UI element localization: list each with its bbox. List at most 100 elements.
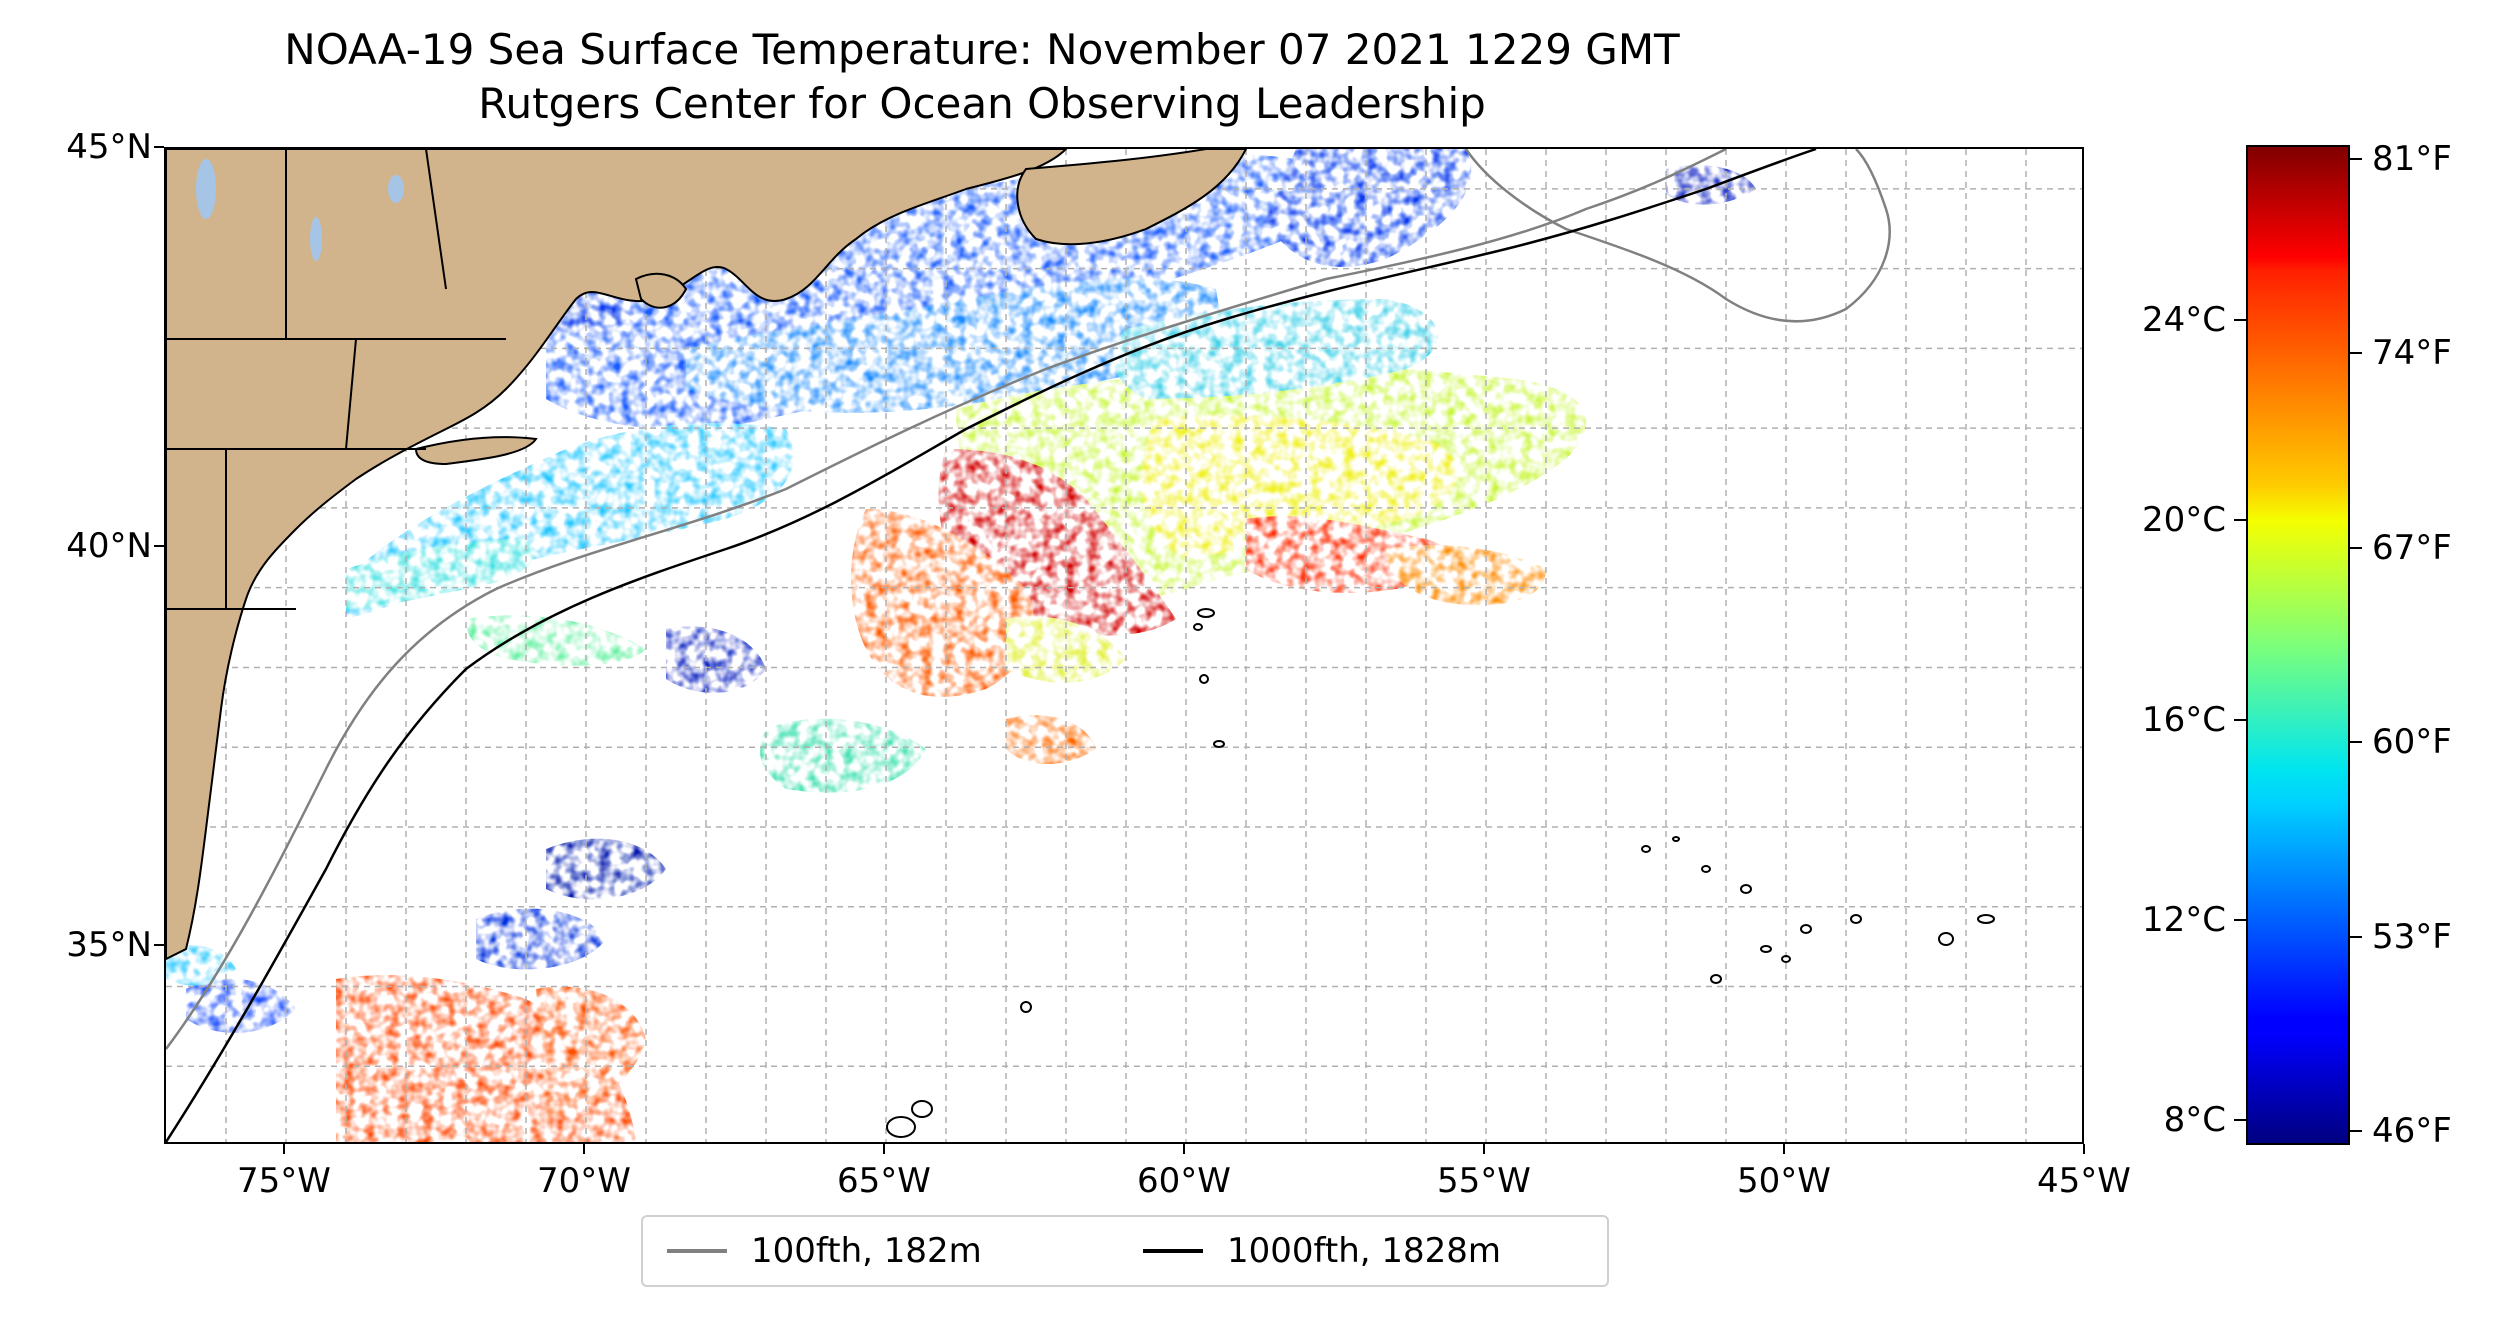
sst-patch-south-blue-1 [666,626,766,693]
colorbar-fahrenheit-label: 53°F [2372,916,2452,957]
seamount-6 [1672,836,1680,842]
colorbar-fahrenheit-tick [2350,352,2362,355]
seamounts [886,608,1995,1138]
map-panel[interactable] [164,147,2084,1144]
colorbar-celsius-label: 20°C [2141,500,2226,540]
sst-patch-sw-cyan [166,945,236,986]
land-layer [166,149,1248,961]
chart-title: NOAA-19 Sea Surface Temperature: Novembe… [284,25,1680,74]
lon-tick-mark [1483,1144,1485,1154]
lake-layer [196,159,404,261]
legend: 100fth, 182m 1000fth, 1828m [641,1215,1609,1287]
border-3 [345,338,357,450]
sst-patch-gulf-stream-orange [851,509,1034,697]
colorbar-fahrenheit-label: 81°F [2372,138,2452,179]
contour-100fth [166,149,1891,1050]
legend-swatch-1000fth [1143,1249,1203,1253]
border-7 [425,149,447,290]
seamount-16 [1020,1001,1032,1013]
colorbar-celsius-label: 24°C [2141,300,2226,340]
legend-label-100fth: 100fth, 182m [751,1231,982,1271]
lon-tick-label: 55°W [1437,1161,1531,1201]
lon-tick-mark [583,1144,585,1154]
legend-swatch-100fth [667,1249,727,1253]
sst-patch-north-green [1112,299,1439,399]
sst-patch-mid-atlantic [466,615,646,666]
colorbar-fahrenheit-label: 46°F [2372,1111,2452,1152]
seamount-3 [1199,674,1209,684]
seamount-17 [886,1116,916,1138]
seamount-12 [1781,955,1791,963]
seamount-2 [1193,623,1203,631]
seamount-1 [1197,608,1215,618]
state-borders [166,149,506,610]
lon-tick-label: 60°W [1137,1161,1231,1201]
land-nova-scotia [1016,149,1248,246]
colorbar-celsius-tick [2234,719,2246,721]
seamount-18 [911,1100,933,1118]
sst-patch-sargasso-2 [536,986,646,1119]
seamount-15 [1710,974,1722,984]
sst-patch-sw-blue [186,978,296,1033]
lake-3 [388,175,404,203]
colorbar-fahrenheit-label: 60°F [2372,722,2452,763]
sst-patch-south-orange-small [1006,715,1096,764]
seamount-10 [1850,914,1862,924]
colorbar-fahrenheit-tick [2350,741,2362,744]
legend-entry-1000fth: 1000fth, 1828m [1143,1217,1501,1285]
lat-tick-mark [154,146,164,148]
lat-tick-label: 35°N [66,924,152,965]
chart-subtitle: Rutgers Center for Ocean Observing Leade… [478,79,1486,128]
land-northeast-us [166,149,1068,961]
lon-tick-mark [1783,1144,1785,1154]
sst-patch-south-blue-2 [546,838,666,900]
lon-tick-label: 65°W [837,1161,931,1201]
contour-1000fth [166,149,1817,1142]
sst-patch-south-mixed [760,718,926,793]
seamount-9 [1800,924,1812,934]
colorbar-celsius-label: 16°C [2141,700,2226,740]
lon-tick-label: 50°W [1737,1161,1831,1201]
lon-tick-mark [1183,1144,1185,1154]
seamount-5 [1641,845,1651,853]
sst-patch-scotian-shelf [1266,149,1472,267]
colorbar [2246,145,2350,1145]
lake-2 [310,217,322,261]
land-long-island [414,436,538,466]
colorbar-celsius-tick [2234,319,2246,321]
colorbar-fahrenheit-tick [2350,1130,2362,1133]
colorbar-celsius-tick [2234,519,2246,521]
sst-patch-nj-shelf [346,539,534,609]
seamount-13 [1938,932,1954,946]
sst-map [166,149,2082,1142]
colorbar-fahrenheit-tick [2350,935,2362,938]
colorbar-celsius-tick [2234,1119,2246,1121]
lat-tick-label: 45°N [66,127,152,167]
legend-label-1000fth: 1000fth, 1828m [1227,1231,1502,1271]
lon-tick-mark [2083,1144,2085,1154]
gridlines [166,149,2082,1142]
colorbar-celsius-tick [2234,919,2246,921]
seamount-8 [1740,884,1752,894]
sst-patch-yellow-core [1141,415,1459,559]
sst-patch-south-blue-3 [476,908,606,970]
lon-tick-label: 70°W [537,1161,631,1201]
legend-entry-100fth: 100fth, 182m [667,1217,982,1285]
colorbar-gradient [2248,147,2348,1143]
lon-tick-mark [283,1144,285,1154]
colorbar-celsius-label: 12°C [2141,900,2226,940]
sst-data-layer [166,149,1756,1142]
lon-tick-label: 75°W [237,1161,331,1201]
seamount-14 [1977,914,1995,924]
lat-tick-label: 40°N [66,525,152,566]
lake-1 [196,159,216,219]
seamount-4 [1213,740,1225,748]
lon-tick-label: 45°W [2037,1161,2131,1201]
land-cape-cod [634,272,688,309]
colorbar-fahrenheit-label: 74°F [2372,333,2452,374]
colorbar-fahrenheit-tick [2350,546,2362,549]
colorbar-celsius-label: 8°C [2163,1100,2226,1140]
seamount-7 [1701,865,1711,873]
lat-tick-mark [154,943,164,946]
lon-tick-mark [883,1144,885,1154]
